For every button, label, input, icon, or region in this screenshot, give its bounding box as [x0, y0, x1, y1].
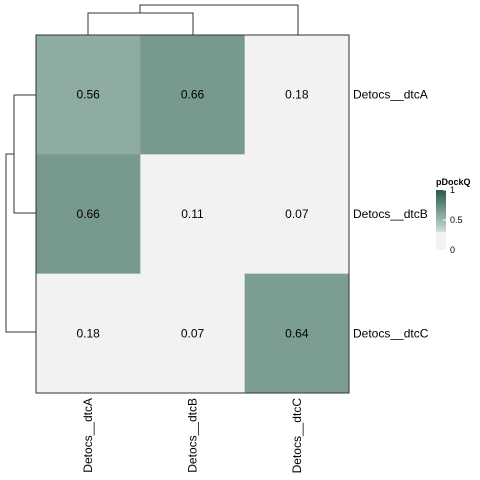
legend-tick-label-2: 0.5 [450, 215, 463, 225]
cell-value-label-r2-c2: 0.11 [181, 207, 204, 221]
heatmap-cells [36, 35, 350, 394]
column-label-1: Detocs__dtcA [81, 398, 95, 473]
column-dendrogram-branch-ab [87, 12, 194, 35]
heatmap-cell-r1-c1 [36, 35, 141, 155]
cell-value-label-r3-c3: 0.64 [285, 326, 309, 340]
column-labels: Detocs__dtcA Detocs__dtcB Detocs__dtcC [81, 398, 304, 474]
heatmap-cell-labels: 0.56 0.66 0.18 0.66 0.11 0.07 0.18 0.07 0.64 [76, 88, 308, 341]
row-labels: Detocs__dtcA Detocs__dtcB Detocs__dtcC [353, 88, 429, 341]
heatmap-border [35, 34, 350, 394]
heatmap-cell-r3-c1 [36, 273, 141, 394]
row-dendrogram-branch-root [5, 153, 37, 333]
legend: pDockQ 10.50 [436, 177, 471, 255]
cell-value-label-r3-c1: 0.18 [76, 326, 100, 340]
legend-title: pDockQ [436, 177, 471, 187]
column-label-3: Detocs__dtcC [290, 398, 304, 474]
row-dendrogram-branch-ab [13, 94, 37, 214]
heatmap-cell-r2-c2 [140, 154, 246, 275]
heatmap-cell-r2-c3 [244, 154, 350, 275]
heatmap-cell-r2-c1 [36, 154, 141, 275]
row-label-2: Detocs__dtcB [353, 207, 428, 221]
heatmap-cell-r3-c3 [244, 273, 350, 394]
legend-tick-label-3: 0 [450, 245, 455, 255]
legend-ticks: 10.50 [443, 185, 463, 255]
cell-value-label-r2-c3: 0.07 [285, 207, 309, 221]
cell-value-label-r3-c2: 0.07 [181, 326, 205, 340]
row-label-1: Detocs__dtcA [353, 88, 428, 102]
cell-value-label-r2-c1: 0.66 [76, 207, 100, 221]
legend-color-bar [436, 190, 446, 250]
column-dendrogram-branch-root [139, 4, 299, 35]
column-dendrogram [87, 4, 299, 35]
cell-value-label-r1-c2: 0.66 [181, 88, 205, 102]
legend-tick-label-1: 1 [450, 185, 455, 195]
row-dendrogram [5, 94, 37, 333]
heatmap-cell-r3-c2 [140, 273, 246, 394]
cell-value-label-r1-c3: 0.18 [285, 88, 309, 102]
row-label-3: Detocs__dtcC [353, 326, 429, 340]
cell-value-label-r1-c1: 0.56 [76, 88, 100, 102]
column-label-2: Detocs__dtcB [185, 398, 199, 473]
heatmap-cell-r1-c2 [140, 35, 246, 155]
heatmap-cell-r1-c3 [244, 35, 350, 155]
